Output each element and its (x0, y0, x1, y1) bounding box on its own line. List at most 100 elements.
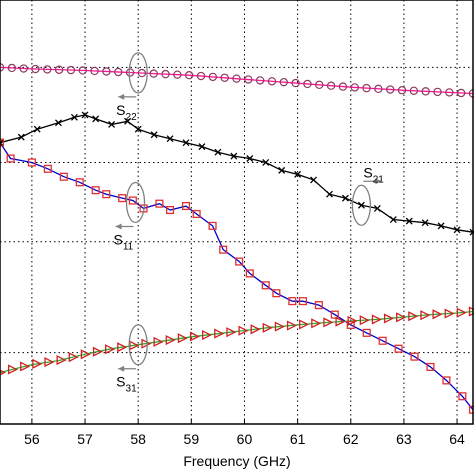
x-tick-label-6: 62 (343, 431, 359, 447)
series-group (0, 66, 474, 411)
marker-s22-3 (31, 64, 40, 74)
marker-s11-13 (181, 202, 191, 211)
marker-s11-16 (219, 245, 228, 254)
marker-s31-18 (214, 328, 225, 339)
annotation-label-s31: S31 (116, 374, 137, 395)
marker-s11-4 (59, 172, 68, 181)
marker-s22-33 (386, 85, 395, 94)
marker-s21-5 (81, 111, 89, 119)
annotation-label-sub: 31 (126, 384, 138, 395)
plot-frame (0, 0, 474, 425)
marker-s31-19 (226, 327, 237, 338)
marker-s22-37 (433, 87, 442, 97)
marker-s31-20 (238, 325, 249, 336)
marker-s31-23 (274, 321, 285, 332)
series-line-s21 (0, 114, 474, 233)
marker-s22-36 (421, 87, 430, 96)
marker-s31-4 (44, 357, 55, 368)
marker-s22-8 (90, 66, 99, 76)
marker-s21-11 (166, 135, 174, 143)
marker-s22-31 (362, 83, 371, 93)
marker-s22-25 (291, 78, 300, 88)
marker-s31-31 (371, 314, 382, 325)
annotation-label-main: S (114, 231, 123, 247)
marker-s31-13 (153, 336, 164, 347)
marker-s11-18 (245, 269, 254, 278)
marker-s11-32 (458, 392, 467, 401)
marker-s21-21 (326, 190, 333, 198)
marker-s22-19 (220, 73, 229, 82)
marker-s31-38 (456, 307, 467, 318)
x-tick-label-4: 60 (237, 431, 253, 447)
marker-s21-2 (33, 125, 41, 133)
marker-s31-10 (117, 342, 128, 353)
marker-s22-34 (397, 86, 407, 95)
marker-s31-11 (129, 340, 140, 351)
marker-s11-7 (102, 190, 111, 199)
annotation-ellipse-s11 (125, 181, 146, 224)
marker-s22-4 (43, 65, 52, 74)
marker-s31-9 (105, 344, 116, 355)
marker-s11-19 (261, 281, 270, 290)
marker-s22-12 (137, 68, 147, 78)
marker-s31-22 (262, 322, 273, 333)
marker-s11-0 (0, 138, 5, 147)
marker-s31-1 (7, 364, 19, 375)
marker-s21-19 (294, 170, 302, 178)
annotation-ellipse-s22 (128, 52, 148, 94)
annotation-arrowhead-s21 (375, 178, 382, 185)
marker-s22-28 (326, 81, 336, 90)
marker-s21-29 (453, 226, 461, 234)
marker-s22-30 (350, 83, 359, 92)
marker-s31-15 (177, 333, 188, 344)
marker-s22-39 (456, 88, 466, 98)
marker-s22-16 (184, 70, 194, 80)
annotation-arrowhead-s31 (118, 365, 125, 372)
marker-s31-5 (56, 355, 67, 366)
marker-s22-22 (255, 76, 265, 85)
marker-s11-31 (442, 376, 451, 385)
marker-s31-26 (311, 318, 322, 329)
marker-s22-0 (0, 63, 5, 72)
marker-s11-17 (235, 257, 244, 266)
marker-s21-13 (198, 143, 206, 151)
marker-s22-27 (315, 80, 324, 90)
marker-s31-24 (286, 320, 298, 331)
marker-s21-25 (389, 216, 397, 223)
marker-s31-3 (32, 358, 43, 369)
marker-s21-7 (108, 120, 116, 128)
series-line-s22 (0, 66, 474, 95)
marker-s31-34 (408, 311, 419, 322)
marker-s21-12 (182, 139, 190, 147)
marker-s21-6 (92, 115, 100, 123)
marker-s11-23 (314, 301, 323, 310)
annotation-label-main: S (363, 164, 372, 180)
marker-s31-28 (335, 316, 346, 327)
marker-s22-7 (78, 66, 87, 75)
marker-s22-9 (102, 67, 111, 76)
marker-s31-12 (141, 338, 152, 349)
x-tick-label-0: 56 (24, 431, 40, 447)
marker-s11-27 (378, 336, 387, 345)
marker-s22-21 (244, 75, 253, 84)
marker-s21-26 (405, 217, 413, 225)
annotation-label-main: S (116, 102, 125, 118)
marker-s11-8 (118, 194, 127, 203)
marker-s22-6 (66, 65, 76, 75)
marker-s11-5 (75, 178, 84, 187)
series-line-s11 (0, 142, 474, 411)
marker-s21-16 (246, 155, 254, 162)
marker-s21-10 (150, 131, 158, 139)
marker-s11-24 (330, 310, 339, 319)
series-line-s31 (0, 310, 474, 374)
marker-s31-36 (432, 309, 443, 320)
marker-s11-15 (208, 221, 217, 230)
marker-s11-14 (192, 209, 201, 219)
annotation-label-sub: 11 (123, 241, 134, 252)
marker-s21-22 (341, 194, 349, 202)
marker-s31-33 (396, 312, 407, 323)
marker-s21-27 (421, 219, 429, 227)
marker-s22-38 (445, 88, 454, 97)
marker-s22-35 (409, 86, 419, 96)
